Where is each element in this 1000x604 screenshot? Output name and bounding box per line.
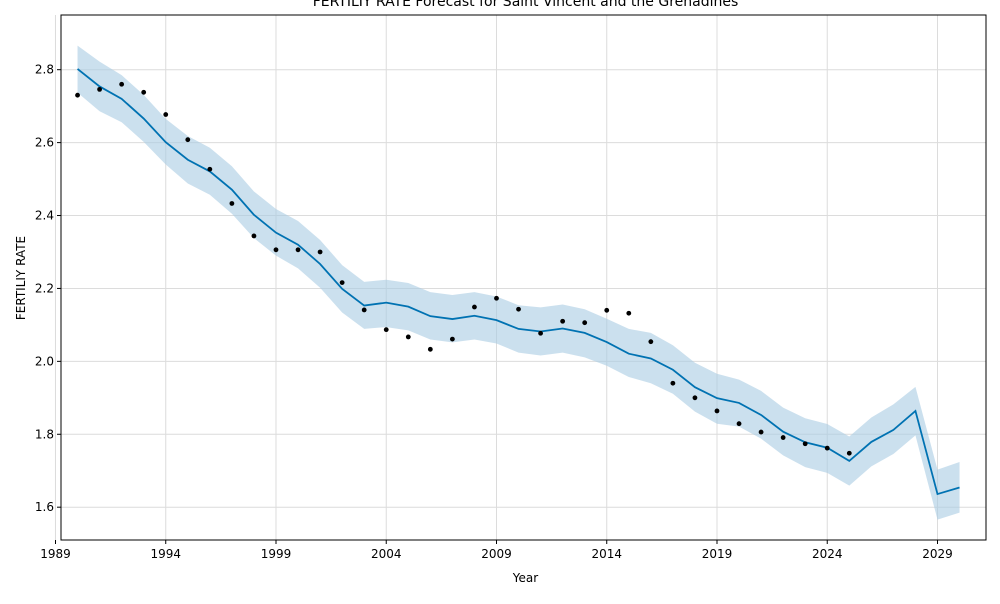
observed-point xyxy=(119,81,125,87)
observed-point xyxy=(75,92,80,98)
observed-point xyxy=(141,89,147,95)
observed-point xyxy=(472,304,477,310)
forecast-line xyxy=(76,68,960,496)
y-tick-label: 2.2 xyxy=(35,281,54,295)
observed-point xyxy=(361,307,367,313)
observed-point xyxy=(802,441,808,447)
observed-point xyxy=(185,137,191,143)
x-axis-label: Year xyxy=(512,571,538,585)
observed-point xyxy=(714,408,720,414)
observed-point xyxy=(494,295,499,301)
observed-point xyxy=(317,249,323,255)
observed-point xyxy=(626,310,632,316)
observed-point xyxy=(846,450,852,456)
observed-point xyxy=(582,320,588,326)
x-tick-label: 2029 xyxy=(922,547,953,561)
uncertainty-band xyxy=(77,45,960,520)
y-tick-label: 2.6 xyxy=(35,136,54,150)
observed-point xyxy=(692,395,698,401)
observed-point xyxy=(97,86,102,92)
y-tick-label: 1.6 xyxy=(35,500,54,514)
grid-layer xyxy=(54,15,986,540)
x-tick-label: 2014 xyxy=(591,547,622,561)
observed-point xyxy=(670,380,676,386)
observed-point xyxy=(736,421,742,427)
observed-point xyxy=(449,336,455,342)
x-tick-label: 1989 xyxy=(40,547,71,561)
x-tick-label: 1994 xyxy=(150,547,181,561)
observed-point xyxy=(339,280,345,285)
observed-point xyxy=(163,112,169,117)
observed-point xyxy=(516,306,521,312)
x-tick-label: 2009 xyxy=(481,547,512,561)
observed-point xyxy=(648,339,654,345)
observed-point xyxy=(383,327,389,333)
x-tick-label: 1999 xyxy=(261,547,292,561)
chart-title: FERTILIY RATE Forecast for Saint Vincent… xyxy=(313,0,739,10)
forecast-line-layer xyxy=(76,68,960,496)
plot-frame xyxy=(60,14,987,541)
y-tick-label: 2.8 xyxy=(35,63,54,77)
observed-point xyxy=(273,247,279,253)
observed-point xyxy=(780,435,786,440)
y-axis-label: FERTILIY RATE xyxy=(14,236,28,320)
observed-point xyxy=(229,201,235,206)
y-tick-layer: 1.6 1.8 2.0 2.2 2.4 2.6 2.8 xyxy=(35,63,61,514)
observed-point xyxy=(405,334,411,340)
observed-points-layer xyxy=(75,81,852,456)
x-tick-label: 2024 xyxy=(812,547,843,561)
y-tick-label: 2.0 xyxy=(35,354,54,368)
y-tick-label: 1.8 xyxy=(35,427,54,441)
x-tick-label: 2004 xyxy=(371,547,402,561)
observed-point xyxy=(251,233,257,239)
observed-point xyxy=(560,318,566,324)
observed-point xyxy=(604,307,610,313)
x-tick-label: 2019 xyxy=(702,547,733,561)
observed-point xyxy=(824,445,830,451)
observed-point xyxy=(295,247,301,253)
uncertainty-band-layer xyxy=(77,45,960,520)
observed-point xyxy=(207,166,213,172)
observed-point xyxy=(427,346,433,352)
y-tick-label: 2.4 xyxy=(35,209,54,223)
observed-point xyxy=(538,330,543,336)
observed-point xyxy=(758,429,764,435)
x-tick-layer: 1989 1994 1999 2004 2009 2014 2019 2024 2029 xyxy=(40,540,953,561)
